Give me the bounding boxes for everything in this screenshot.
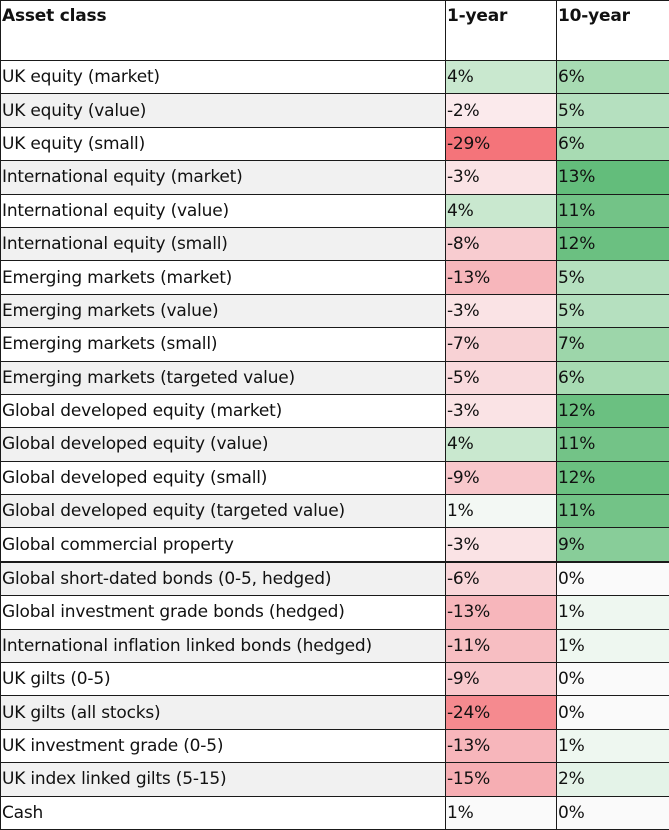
asset-class-cell: UK gilts (0-5) <box>1 663 446 696</box>
table-body: UK equity (market)4%6%UK equity (value)-… <box>1 61 669 830</box>
asset-class-cell: Cash <box>1 796 446 829</box>
ten-year-return-cell: 1% <box>557 729 669 762</box>
asset-class-cell: UK index linked gilts (5-15) <box>1 763 446 796</box>
one-year-return-cell: -8% <box>446 227 557 260</box>
asset-class-cell: UK equity (small) <box>1 127 446 160</box>
table-row: UK index linked gilts (5-15)-15%2% <box>1 763 669 796</box>
table-row: Global developed equity (market)-3%12% <box>1 394 669 427</box>
one-year-return-cell: -13% <box>446 729 557 762</box>
one-year-return-cell: -9% <box>446 461 557 494</box>
ten-year-return-cell: 12% <box>557 394 669 427</box>
asset-class-cell: UK equity (value) <box>1 94 446 127</box>
ten-year-return-cell: 2% <box>557 763 669 796</box>
table-row: UK equity (value)-2%5% <box>1 94 669 127</box>
ten-year-return-cell: 1% <box>557 596 669 629</box>
ten-year-return-cell: 5% <box>557 294 669 327</box>
asset-class-cell: International equity (value) <box>1 194 446 227</box>
one-year-return-cell: -13% <box>446 261 557 294</box>
one-year-return-cell: -3% <box>446 294 557 327</box>
one-year-return-cell: 4% <box>446 428 557 461</box>
table-row: International inflation linked bonds (he… <box>1 629 669 662</box>
one-year-return-cell: -3% <box>446 161 557 194</box>
ten-year-return-cell: 0% <box>557 562 669 596</box>
one-year-return-cell: -24% <box>446 696 557 729</box>
ten-year-return-cell: 6% <box>557 127 669 160</box>
one-year-return-cell: -5% <box>446 361 557 394</box>
asset-class-cell: Global developed equity (small) <box>1 461 446 494</box>
table-row: International equity (small)-8%12% <box>1 227 669 260</box>
table-row: Emerging markets (small)-7%7% <box>1 328 669 361</box>
table-row: UK equity (small)-29%6% <box>1 127 669 160</box>
table-row: Global developed equity (targeted value)… <box>1 495 669 528</box>
table-row: Global commercial property-3%9% <box>1 528 669 562</box>
header-1-year: 1-year <box>446 1 557 61</box>
table-row: Global short-dated bonds (0-5, hedged)-6… <box>1 562 669 596</box>
asset-class-cell: Global commercial property <box>1 528 446 562</box>
asset-class-cell: Global developed equity (market) <box>1 394 446 427</box>
ten-year-return-cell: 6% <box>557 61 669 94</box>
ten-year-return-cell: 12% <box>557 227 669 260</box>
ten-year-return-cell: 0% <box>557 663 669 696</box>
ten-year-return-cell: 1% <box>557 629 669 662</box>
ten-year-return-cell: 11% <box>557 495 669 528</box>
one-year-return-cell: 1% <box>446 796 557 829</box>
one-year-return-cell: 1% <box>446 495 557 528</box>
asset-class-cell: UK equity (market) <box>1 61 446 94</box>
ten-year-return-cell: 0% <box>557 796 669 829</box>
one-year-return-cell: -11% <box>446 629 557 662</box>
ten-year-return-cell: 9% <box>557 528 669 562</box>
asset-class-cell: Global investment grade bonds (hedged) <box>1 596 446 629</box>
one-year-return-cell: -2% <box>446 94 557 127</box>
ten-year-return-cell: 0% <box>557 696 669 729</box>
one-year-return-cell: -29% <box>446 127 557 160</box>
asset-class-cell: Global developed equity (targeted value) <box>1 495 446 528</box>
one-year-return-cell: -3% <box>446 528 557 562</box>
header-asset-class: Asset class <box>1 1 446 61</box>
one-year-return-cell: -13% <box>446 596 557 629</box>
asset-class-cell: Emerging markets (targeted value) <box>1 361 446 394</box>
table-row: Emerging markets (value)-3%5% <box>1 294 669 327</box>
table-row: UK equity (market)4%6% <box>1 61 669 94</box>
one-year-return-cell: -6% <box>446 562 557 596</box>
ten-year-return-cell: 6% <box>557 361 669 394</box>
table-row: UK investment grade (0-5)-13%1% <box>1 729 669 762</box>
table-row: Global developed equity (small)-9%12% <box>1 461 669 494</box>
table-header-row: Asset class 1-year 10-year <box>1 1 669 61</box>
one-year-return-cell: 4% <box>446 61 557 94</box>
table-row: International equity (market)-3%13% <box>1 161 669 194</box>
table-row: Emerging markets (market)-13%5% <box>1 261 669 294</box>
ten-year-return-cell: 5% <box>557 94 669 127</box>
asset-class-cell: International equity (small) <box>1 227 446 260</box>
ten-year-return-cell: 11% <box>557 194 669 227</box>
ten-year-return-cell: 7% <box>557 328 669 361</box>
asset-class-cell: Emerging markets (small) <box>1 328 446 361</box>
table-row: Global investment grade bonds (hedged)-1… <box>1 596 669 629</box>
asset-class-cell: Global developed equity (value) <box>1 428 446 461</box>
ten-year-return-cell: 13% <box>557 161 669 194</box>
header-10-year: 10-year <box>557 1 669 61</box>
one-year-return-cell: -7% <box>446 328 557 361</box>
ten-year-return-cell: 5% <box>557 261 669 294</box>
asset-class-cell: International inflation linked bonds (he… <box>1 629 446 662</box>
asset-class-cell: UK investment grade (0-5) <box>1 729 446 762</box>
one-year-return-cell: -9% <box>446 663 557 696</box>
table-row: Global developed equity (value)4%11% <box>1 428 669 461</box>
one-year-return-cell: 4% <box>446 194 557 227</box>
asset-class-cell: Global short-dated bonds (0-5, hedged) <box>1 562 446 596</box>
asset-class-cell: Emerging markets (market) <box>1 261 446 294</box>
one-year-return-cell: -15% <box>446 763 557 796</box>
asset-class-cell: Emerging markets (value) <box>1 294 446 327</box>
asset-class-cell: UK gilts (all stocks) <box>1 696 446 729</box>
table-row: UK gilts (all stocks)-24%0% <box>1 696 669 729</box>
asset-class-cell: International equity (market) <box>1 161 446 194</box>
table-row: UK gilts (0-5)-9%0% <box>1 663 669 696</box>
table-row: Emerging markets (targeted value)-5%6% <box>1 361 669 394</box>
ten-year-return-cell: 11% <box>557 428 669 461</box>
ten-year-return-cell: 12% <box>557 461 669 494</box>
one-year-return-cell: -3% <box>446 394 557 427</box>
table-row: International equity (value)4%11% <box>1 194 669 227</box>
